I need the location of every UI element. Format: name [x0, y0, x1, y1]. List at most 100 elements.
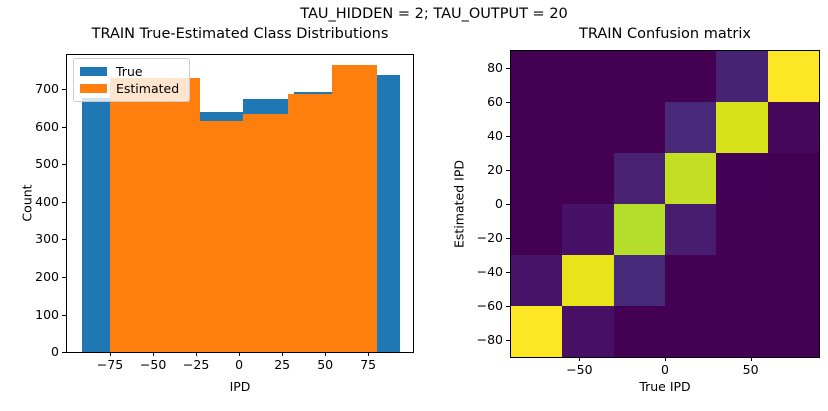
cm-cell-r4c3: [665, 255, 717, 307]
cm-cell-r3c2: [613, 204, 666, 256]
legend-swatch-estimated: [80, 83, 107, 94]
cm-cell-r3c4: [716, 204, 769, 256]
hist-x-tick-label: 25: [274, 357, 291, 372]
cm-cell-r2c1: [562, 153, 615, 205]
cm-cell-r0c2: [613, 51, 666, 103]
hist-y-tick-label: 600: [35, 118, 59, 134]
cm-y-tick-label: −40: [476, 264, 503, 279]
legend-label: Estimated: [116, 80, 180, 96]
legend-swatch-true: [80, 66, 107, 77]
hist-bar-estimated: [287, 93, 333, 352]
confusion-matrix-title: TRAIN Confusion matrix: [579, 26, 751, 42]
cm-cell-r5c0: [511, 306, 563, 357]
cm-cell-r5c2: [613, 306, 666, 357]
cm-y-tick-label: 60: [487, 94, 503, 109]
legend-row: True: [80, 63, 179, 80]
cm-cell-r1c5: [767, 102, 819, 154]
hist-y-tick-label: 0: [51, 344, 59, 359]
hist-y-tick-mark: [62, 126, 66, 128]
hist-x-tick-label: 50: [317, 357, 334, 372]
cm-cell-r1c4: [716, 102, 769, 154]
cm-y-tick-label: 20: [487, 162, 503, 177]
cm-y-tick-label: −20: [476, 230, 503, 245]
cm-cell-r5c3: [665, 306, 717, 357]
legend-row: Estimated: [80, 80, 179, 97]
cm-cell-r0c5: [767, 51, 819, 103]
cm-y-tick-mark: [506, 136, 510, 137]
confusion-matrix-cells: [511, 51, 819, 357]
cm-y-tick-mark: [506, 68, 510, 69]
cm-cell-r2c2: [613, 153, 666, 205]
hist-x-tick-mark: [153, 352, 155, 356]
hist-y-tick-mark: [62, 352, 66, 353]
cm-cell-r1c3: [665, 102, 717, 154]
hist-y-tick-mark: [62, 314, 66, 316]
hist-y-tick-label: 400: [35, 193, 59, 209]
hist-x-tick-mark: [239, 352, 241, 356]
cm-cell-r2c4: [716, 153, 769, 205]
histogram-xlabel: IPD: [229, 379, 251, 394]
cm-cell-r2c3: [665, 153, 717, 205]
hist-y-tick-label: 300: [35, 231, 59, 247]
histogram-legend: True Estimated: [73, 58, 191, 102]
cm-cell-r4c1: [562, 255, 615, 307]
cm-cell-r3c3: [665, 204, 717, 256]
figure-suptitle: TAU_HIDDEN = 2; TAU_OUTPUT = 20: [300, 6, 568, 22]
hist-bar-estimated: [199, 121, 244, 352]
hist-x-tick-label: 75: [360, 357, 377, 372]
cm-y-tick-mark: [506, 204, 510, 205]
hist-y-tick-mark: [62, 164, 66, 166]
cm-cell-r3c5: [767, 204, 819, 256]
cm-y-tick-label: 40: [487, 128, 503, 143]
cm-cell-r0c0: [511, 51, 563, 103]
hist-x-tick-mark: [282, 352, 284, 356]
histogram-title: TRAIN True-Estimated Class Distributions: [91, 26, 389, 42]
hist-y-tick-mark: [62, 276, 66, 278]
cm-cell-r1c2: [613, 102, 666, 154]
cm-y-tick-label: −80: [476, 332, 503, 347]
hist-x-tick-mark: [325, 352, 327, 356]
cm-y-tick-mark: [506, 170, 510, 171]
cm-y-tick-label: 80: [487, 60, 503, 75]
hist-y-tick-mark: [62, 89, 66, 91]
cm-y-tick-mark: [506, 272, 510, 273]
cm-cell-r0c3: [665, 51, 717, 103]
cm-cell-r5c5: [767, 306, 819, 357]
hist-x-tick-label: 0: [235, 357, 244, 372]
cm-y-tick-label: −60: [476, 298, 503, 313]
confusion-matrix-plot-area: −50 0 50 80 60 40 20 0 −20 −40 −60 −80: [477, 50, 820, 377]
legend-label: True: [116, 63, 143, 79]
cm-x-tick-mark: [665, 357, 666, 361]
cm-cell-r4c4: [716, 255, 769, 307]
cm-y-tick-label: 0: [495, 196, 503, 211]
hist-bar-estimated: [332, 64, 378, 352]
hist-bar-estimated: [243, 113, 289, 352]
cm-cell-r2c5: [767, 153, 819, 205]
cm-cell-r2c0: [511, 153, 563, 205]
cm-x-tick-label: −50: [566, 362, 593, 377]
cm-x-tick-mark: [579, 357, 581, 361]
hist-bar-true: [376, 75, 400, 352]
cm-cell-r3c0: [511, 204, 563, 256]
cm-cell-r4c5: [767, 255, 819, 307]
hist-bar-estimated: [154, 77, 200, 352]
hist-x-tick-mark: [368, 352, 370, 356]
hist-bar-estimated: [110, 77, 155, 352]
cm-cell-r1c1: [562, 102, 615, 154]
cm-x-tick-mark: [750, 357, 752, 361]
cm-cell-r1c0: [511, 102, 563, 154]
hist-y-tick-mark: [62, 201, 66, 203]
histogram-plot-area: True Estimated −75 −50 −25 0 25 50 75 0 100 200 300…: [35, 54, 414, 372]
hist-x-tick-mark: [196, 352, 198, 356]
cm-y-tick-mark: [506, 340, 510, 341]
hist-y-tick-label: 700: [35, 81, 59, 97]
cm-cell-r4c2: [613, 255, 666, 307]
cm-cell-r4c0: [511, 255, 563, 307]
hist-x-tick-label: −25: [182, 357, 210, 372]
confusion-matrix-xlabel: True IPD: [639, 379, 691, 394]
hist-bar-true: [82, 97, 111, 352]
cm-y-tick-mark: [506, 238, 510, 239]
cm-x-tick-label: 50: [742, 362, 759, 377]
hist-x-tick-label: −50: [139, 357, 167, 372]
